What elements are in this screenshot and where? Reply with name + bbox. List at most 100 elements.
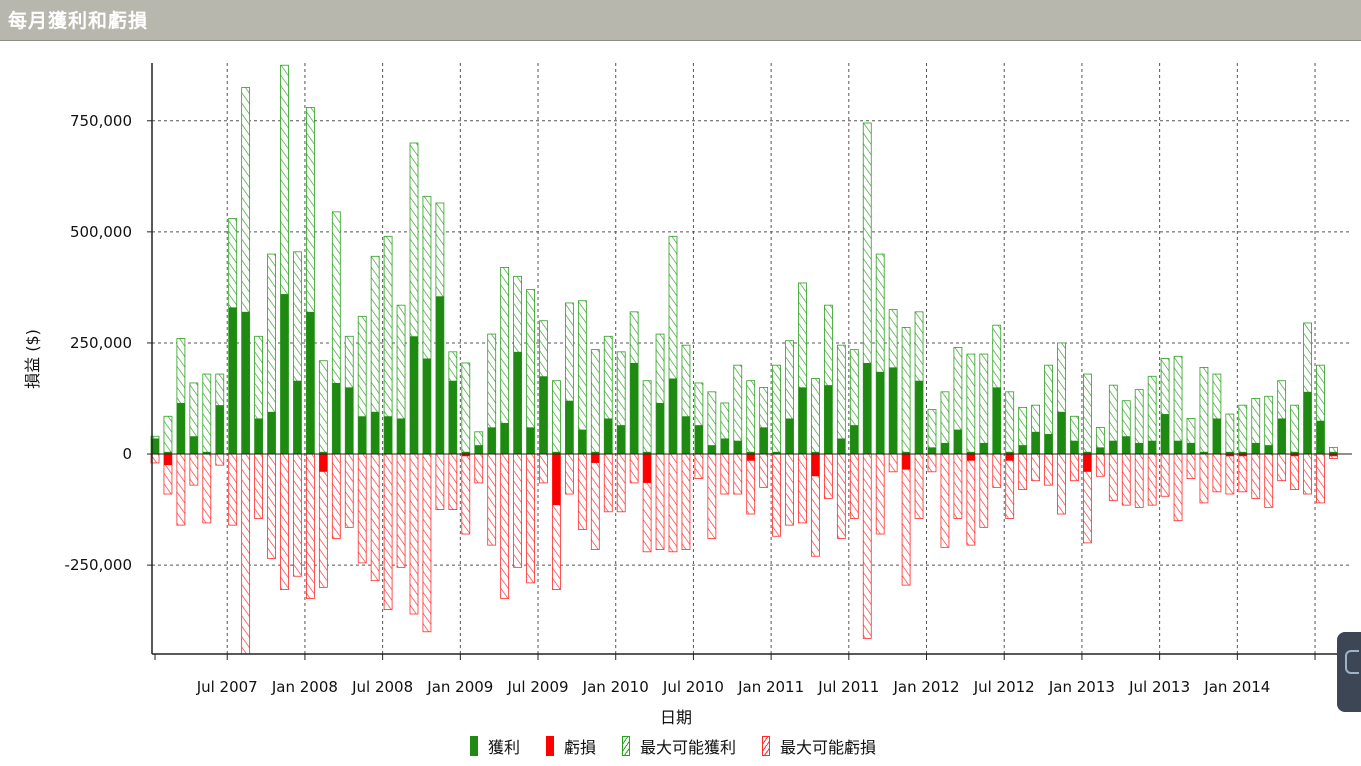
profit-bar: [1031, 431, 1040, 455]
profit-bar: [241, 311, 250, 455]
x-tick-label: Jan 2011: [737, 678, 804, 696]
max-profit-bar: [1005, 391, 1015, 455]
side-panel-tab[interactable]: [1337, 632, 1361, 712]
profit-bar: [371, 411, 380, 455]
profit-bar: [461, 451, 470, 455]
loss-bar: [1225, 454, 1234, 457]
profit-bar: [1212, 418, 1221, 455]
profit-bar: [1174, 440, 1183, 455]
max-loss-bar: [1199, 453, 1209, 504]
max-loss-bar: [448, 453, 458, 510]
profit-bar: [422, 358, 431, 455]
max-loss-bar: [1225, 453, 1235, 495]
legend-swatch: [546, 736, 555, 756]
max-loss-bar: [565, 453, 574, 495]
max-profit-bar: [746, 380, 756, 455]
x-tick-label: Jan 2014: [1203, 678, 1270, 696]
actual-bars: [151, 294, 1338, 506]
max-loss-bar: [539, 453, 548, 484]
max-profit-bar: [1083, 373, 1092, 455]
max-profit-bar: [811, 378, 820, 455]
loss-bar: [902, 454, 911, 470]
monthly-profit-loss-chart: -250,000 0 250,000 500,000 750,000 Jul 2007 Ja…: [23, 63, 1352, 727]
x-tick-label: Jan 2008: [271, 678, 338, 696]
loss-bar: [591, 454, 600, 463]
max-loss-bar: [992, 453, 1002, 488]
profit-bar: [863, 362, 872, 455]
profit-bar: [1005, 451, 1014, 455]
profit-bar: [591, 451, 600, 455]
profit-bar: [267, 411, 276, 455]
max-loss-bar: [383, 453, 393, 610]
title-bar: 每月獲利和虧損: [0, 0, 1361, 41]
max-loss-bar: [1108, 453, 1118, 502]
max-loss-bar: [344, 453, 354, 528]
profit-bar: [630, 362, 639, 455]
max-profit-bar: [642, 380, 652, 455]
max-profit-bar: [836, 344, 846, 455]
loss-bar: [1329, 454, 1338, 457]
profit-bar: [837, 438, 846, 455]
max-loss-bar: [1264, 453, 1274, 508]
profit-bar: [552, 451, 561, 455]
legend-label: 最大可能獲利: [640, 738, 737, 757]
profit-bar: [384, 416, 393, 455]
max-loss-bar: [267, 453, 276, 559]
max-loss-bar: [1238, 453, 1248, 493]
profit-bar: [1057, 411, 1066, 455]
max-loss-bar: [254, 453, 264, 519]
max-profit-bar: [1199, 366, 1209, 455]
max-loss-bar: [901, 453, 911, 586]
profit-bar: [1148, 440, 1157, 455]
max-loss-bar: [318, 453, 328, 588]
profit-bar: [1329, 451, 1338, 455]
profit-bar: [798, 387, 807, 455]
max-loss-bar: [305, 453, 315, 599]
max-profit-bar: [1238, 404, 1248, 455]
max-loss-bar: [422, 453, 432, 633]
window-title: 每月獲利和虧損: [8, 10, 149, 32]
profit-bar: [500, 422, 509, 455]
x-tick-label: Jan 2013: [1048, 678, 1115, 696]
profit-bar: [1225, 451, 1234, 455]
profit-bar: [280, 294, 289, 455]
max-profit-bar: [1290, 404, 1299, 455]
profit-bar: [733, 440, 742, 455]
max-loss-bar: [293, 453, 302, 577]
max-profit-bar: [461, 362, 471, 455]
profit-bar: [1161, 414, 1170, 455]
profit-bar: [1109, 440, 1118, 455]
legend: 獲利 虧損 最大可能獲利 最大可能虧損: [470, 735, 902, 757]
max-loss-bar: [875, 453, 885, 535]
max-loss-bar: [668, 453, 678, 553]
max-loss-bar: [396, 453, 406, 568]
profit-bar: [306, 311, 315, 455]
max-loss-bar: [500, 453, 510, 599]
max-profit-bar: [318, 360, 328, 455]
max-loss-bar: [862, 453, 872, 639]
profit-bar: [876, 371, 885, 455]
max-loss-bar: [1018, 453, 1028, 490]
max-profit-bar: [163, 415, 173, 455]
y-tick-label: 0: [122, 445, 132, 463]
max-profit-bar: [901, 326, 911, 455]
profit-bar: [694, 425, 703, 455]
profit-bar: [1277, 418, 1286, 455]
y-tick-label: 750,000: [70, 112, 132, 130]
profit-bar: [293, 380, 302, 455]
profit-bar: [966, 451, 975, 455]
legend-label: 最大可能虧損: [780, 738, 877, 757]
loss-bar: [1005, 454, 1014, 461]
loss-bar: [461, 454, 470, 457]
legend-item: 最大可能虧損: [762, 734, 876, 758]
profit-bar: [669, 378, 677, 455]
profit-bar: [1018, 445, 1027, 455]
max-loss-bar: [590, 453, 600, 550]
profit-bar: [902, 451, 911, 455]
profit-bar: [410, 336, 418, 455]
loss-bar: [163, 454, 172, 466]
profit-bar: [526, 427, 535, 455]
profit-bar: [850, 425, 859, 455]
max-loss-bar: [1005, 453, 1015, 519]
max-loss-bar: [798, 453, 807, 524]
